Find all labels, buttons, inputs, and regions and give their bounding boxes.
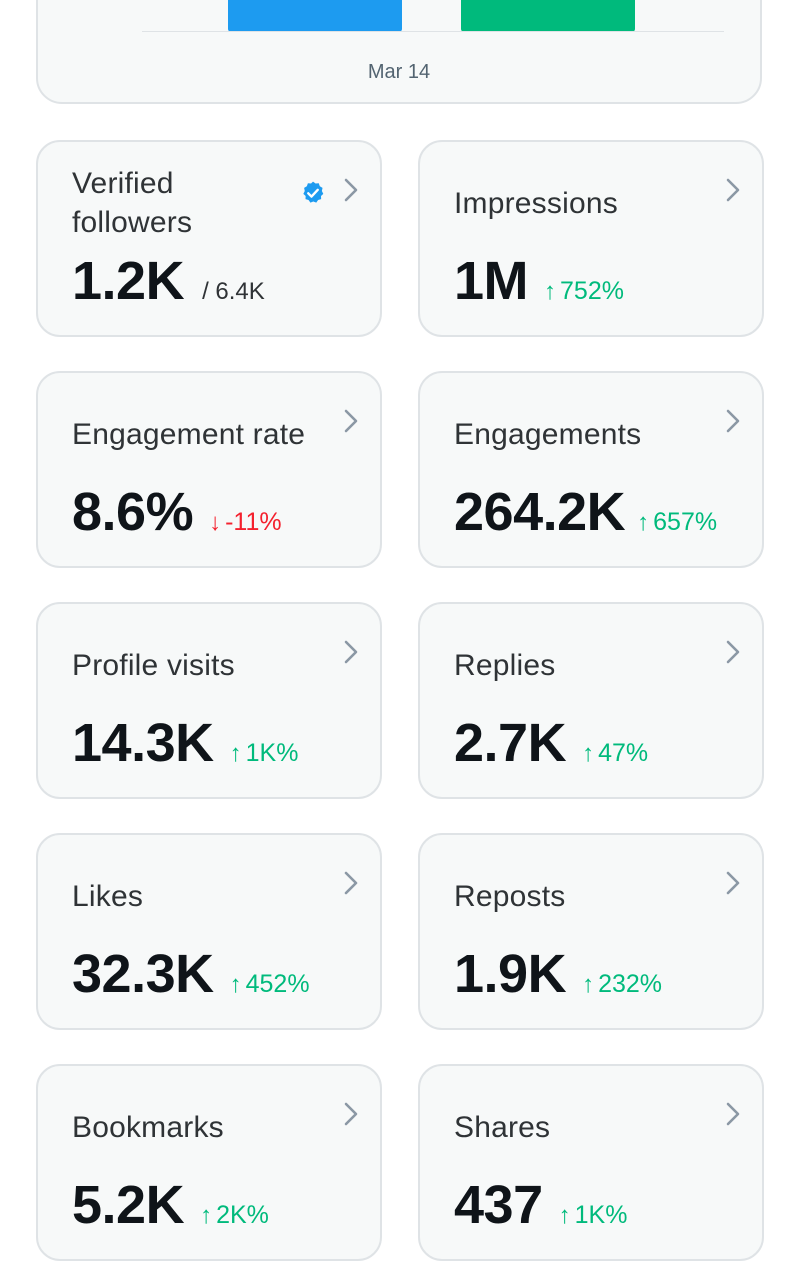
metric-change: ↑ 752% [544,277,624,305]
metric-change: ↑ 1K% [558,1201,628,1229]
chevron-right-icon [726,640,740,664]
arrow-up-icon: ↑ [582,971,595,998]
metric-card-likes[interactable]: Likes 32.3K ↑ 452% [36,833,382,1030]
metric-change: ↑ 657% [637,508,718,536]
metric-label: Bookmarks [72,1110,224,1144]
chevron-right-icon [344,409,358,433]
chevron-right-icon [344,1102,358,1126]
chart-bar-series-a [228,0,402,32]
chevron-right-icon [726,409,740,433]
metric-label: Likes [72,879,144,913]
metric-value: 8.6% [72,482,194,542]
chevron-right-icon [344,871,358,895]
metric-value: 264.2K [454,482,626,542]
metric-change: ↑ 2K% [200,1201,269,1229]
chevron-right-icon [726,178,740,202]
metric-value: 1.9K [454,944,567,1004]
chart-card: Mar 14 [36,0,762,104]
metric-label: Profile visits [72,648,235,682]
metric-change: ↑ 1K% [229,739,299,767]
arrow-up-icon: ↑ [558,1202,571,1229]
verified-badge-icon [303,181,324,203]
metric-label: Replies [454,648,556,682]
metric-total: / 6.4K [202,278,265,305]
metric-label: Shares [454,1110,551,1144]
metric-card-impressions[interactable]: Impressions 1M ↑ 752% [418,140,764,337]
metric-label: Reposts [454,879,566,913]
metric-card-verified-followers[interactable]: Verified followers 1.2K / 6.4K [36,140,382,337]
metric-card-replies[interactable]: Replies 2.7K ↑ 47% [418,602,764,799]
chart-bar-series-b [461,0,635,32]
metric-value: 2.7K [454,713,567,773]
chevron-right-icon [344,178,358,202]
arrow-up-icon: ↑ [229,740,242,767]
metric-card-shares[interactable]: Shares 437 ↑ 1K% [418,1064,764,1261]
arrow-down-icon: ↓ [209,509,222,536]
metric-label: Impressions [454,186,618,220]
metric-label: Engagements [454,417,642,451]
metric-card-engagements[interactable]: Engagements 264.2K ↑ 657% [418,371,764,568]
chevron-right-icon [726,871,740,895]
metric-card-bookmarks[interactable]: Bookmarks 5.2K ↑ 2K% [36,1064,382,1261]
metric-change: ↑ 452% [229,970,310,998]
metric-label: Engagement rate [72,417,306,451]
metric-card-engagement-rate[interactable]: Engagement rate 8.6% ↓ -11% [36,371,382,568]
arrow-up-icon: ↑ [544,278,557,305]
metric-change: ↑ 47% [582,739,649,767]
arrow-up-icon: ↑ [200,1202,213,1229]
metric-value: 1M [454,251,529,311]
metric-label: Verified followers [72,167,193,239]
chevron-right-icon [344,640,358,664]
metric-card-profile-visits[interactable]: Profile visits 14.3K ↑ 1K% [36,602,382,799]
metric-value: 437 [454,1175,543,1235]
metric-change: ↑ 232% [582,970,663,998]
metrics-grid: Verified followers 1.2K / 6.4K Impressio… [36,140,764,1261]
chart-baseline [142,31,724,32]
chart-x-axis-label: Mar 14 [367,61,431,83]
metric-value: 32.3K [72,944,214,1004]
metric-value: 1.2K [72,251,185,311]
arrow-up-icon: ↑ [582,740,595,767]
metric-change: ↓ -11% [209,508,282,536]
metric-card-reposts[interactable]: Reposts 1.9K ↑ 232% [418,833,764,1030]
metric-value: 14.3K [72,713,214,773]
chevron-right-icon [726,1102,740,1126]
metric-value: 5.2K [72,1175,185,1235]
arrow-up-icon: ↑ [229,971,242,998]
arrow-up-icon: ↑ [637,509,650,536]
